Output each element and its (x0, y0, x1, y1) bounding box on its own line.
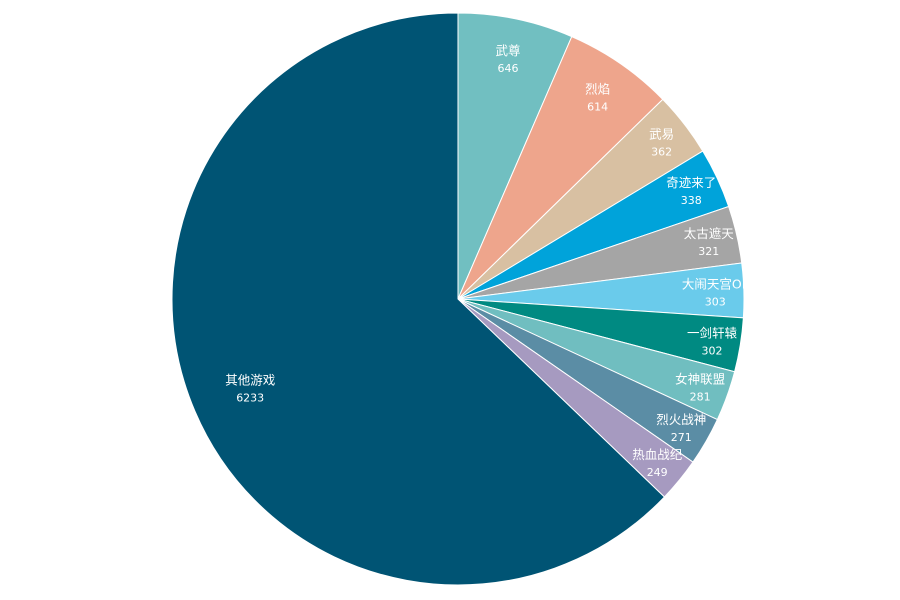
slice-value-10: 6233 (236, 392, 264, 405)
slice-label-6: 一剑轩辕 (687, 325, 738, 340)
slice-label-1: 烈焰 (585, 82, 610, 97)
slice-value-4: 321 (698, 245, 719, 258)
pie-slice-10 (171, 12, 666, 586)
slice-label-2: 武易 (649, 127, 674, 142)
slice-value-5: 303 (705, 295, 726, 308)
slice-value-1: 614 (587, 101, 608, 114)
slice-label-7: 女神联盟 (675, 371, 725, 386)
slice-value-7: 281 (690, 390, 711, 403)
slice-value-6: 302 (702, 344, 723, 357)
slice-label-0: 武尊 (495, 43, 520, 58)
slice-label-9: 热血战纪 (632, 447, 683, 462)
pie-slice-0 (457, 12, 573, 300)
slice-label-8: 烈火战神 (656, 412, 706, 427)
slice-label-10: 其他游戏 (225, 373, 275, 388)
slice-label-3: 奇迹来了 (666, 175, 716, 190)
slice-value-8: 271 (671, 431, 692, 444)
slice-label-4: 太古遮天 (684, 226, 735, 241)
slice-label-5: 大闹天宫OL (682, 276, 749, 291)
slice-value-2: 362 (651, 146, 672, 159)
slice-value-3: 338 (681, 194, 702, 207)
slice-value-0: 646 (498, 62, 519, 75)
slice-value-9: 249 (647, 466, 668, 479)
